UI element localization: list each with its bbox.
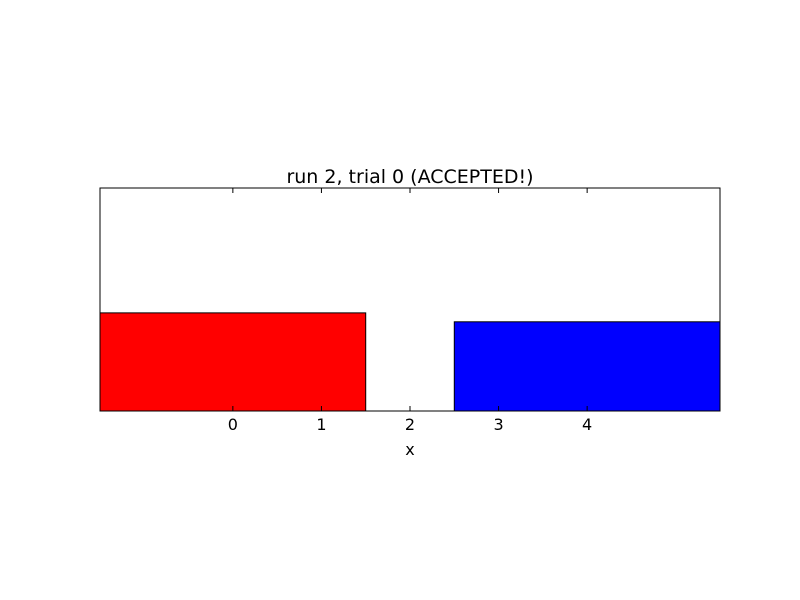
- plot-frame: [99, 187, 721, 412]
- bar-0: [99, 312, 367, 412]
- bars-layer: [99, 312, 721, 412]
- chart-title: run 2, trial 0 (ACCEPTED!): [286, 166, 533, 188]
- x-tick-label-1: 1: [316, 415, 326, 434]
- x-tick-label-4: 4: [582, 415, 592, 434]
- x-tick-label-0: 0: [228, 415, 238, 434]
- ticks-layer: 0 1 2 3 4: [228, 188, 592, 434]
- x-tick-label-2: 2: [405, 415, 415, 434]
- x-axis-label: x: [405, 440, 414, 459]
- bar-1: [453, 321, 721, 412]
- x-tick-label-3: 3: [493, 415, 503, 434]
